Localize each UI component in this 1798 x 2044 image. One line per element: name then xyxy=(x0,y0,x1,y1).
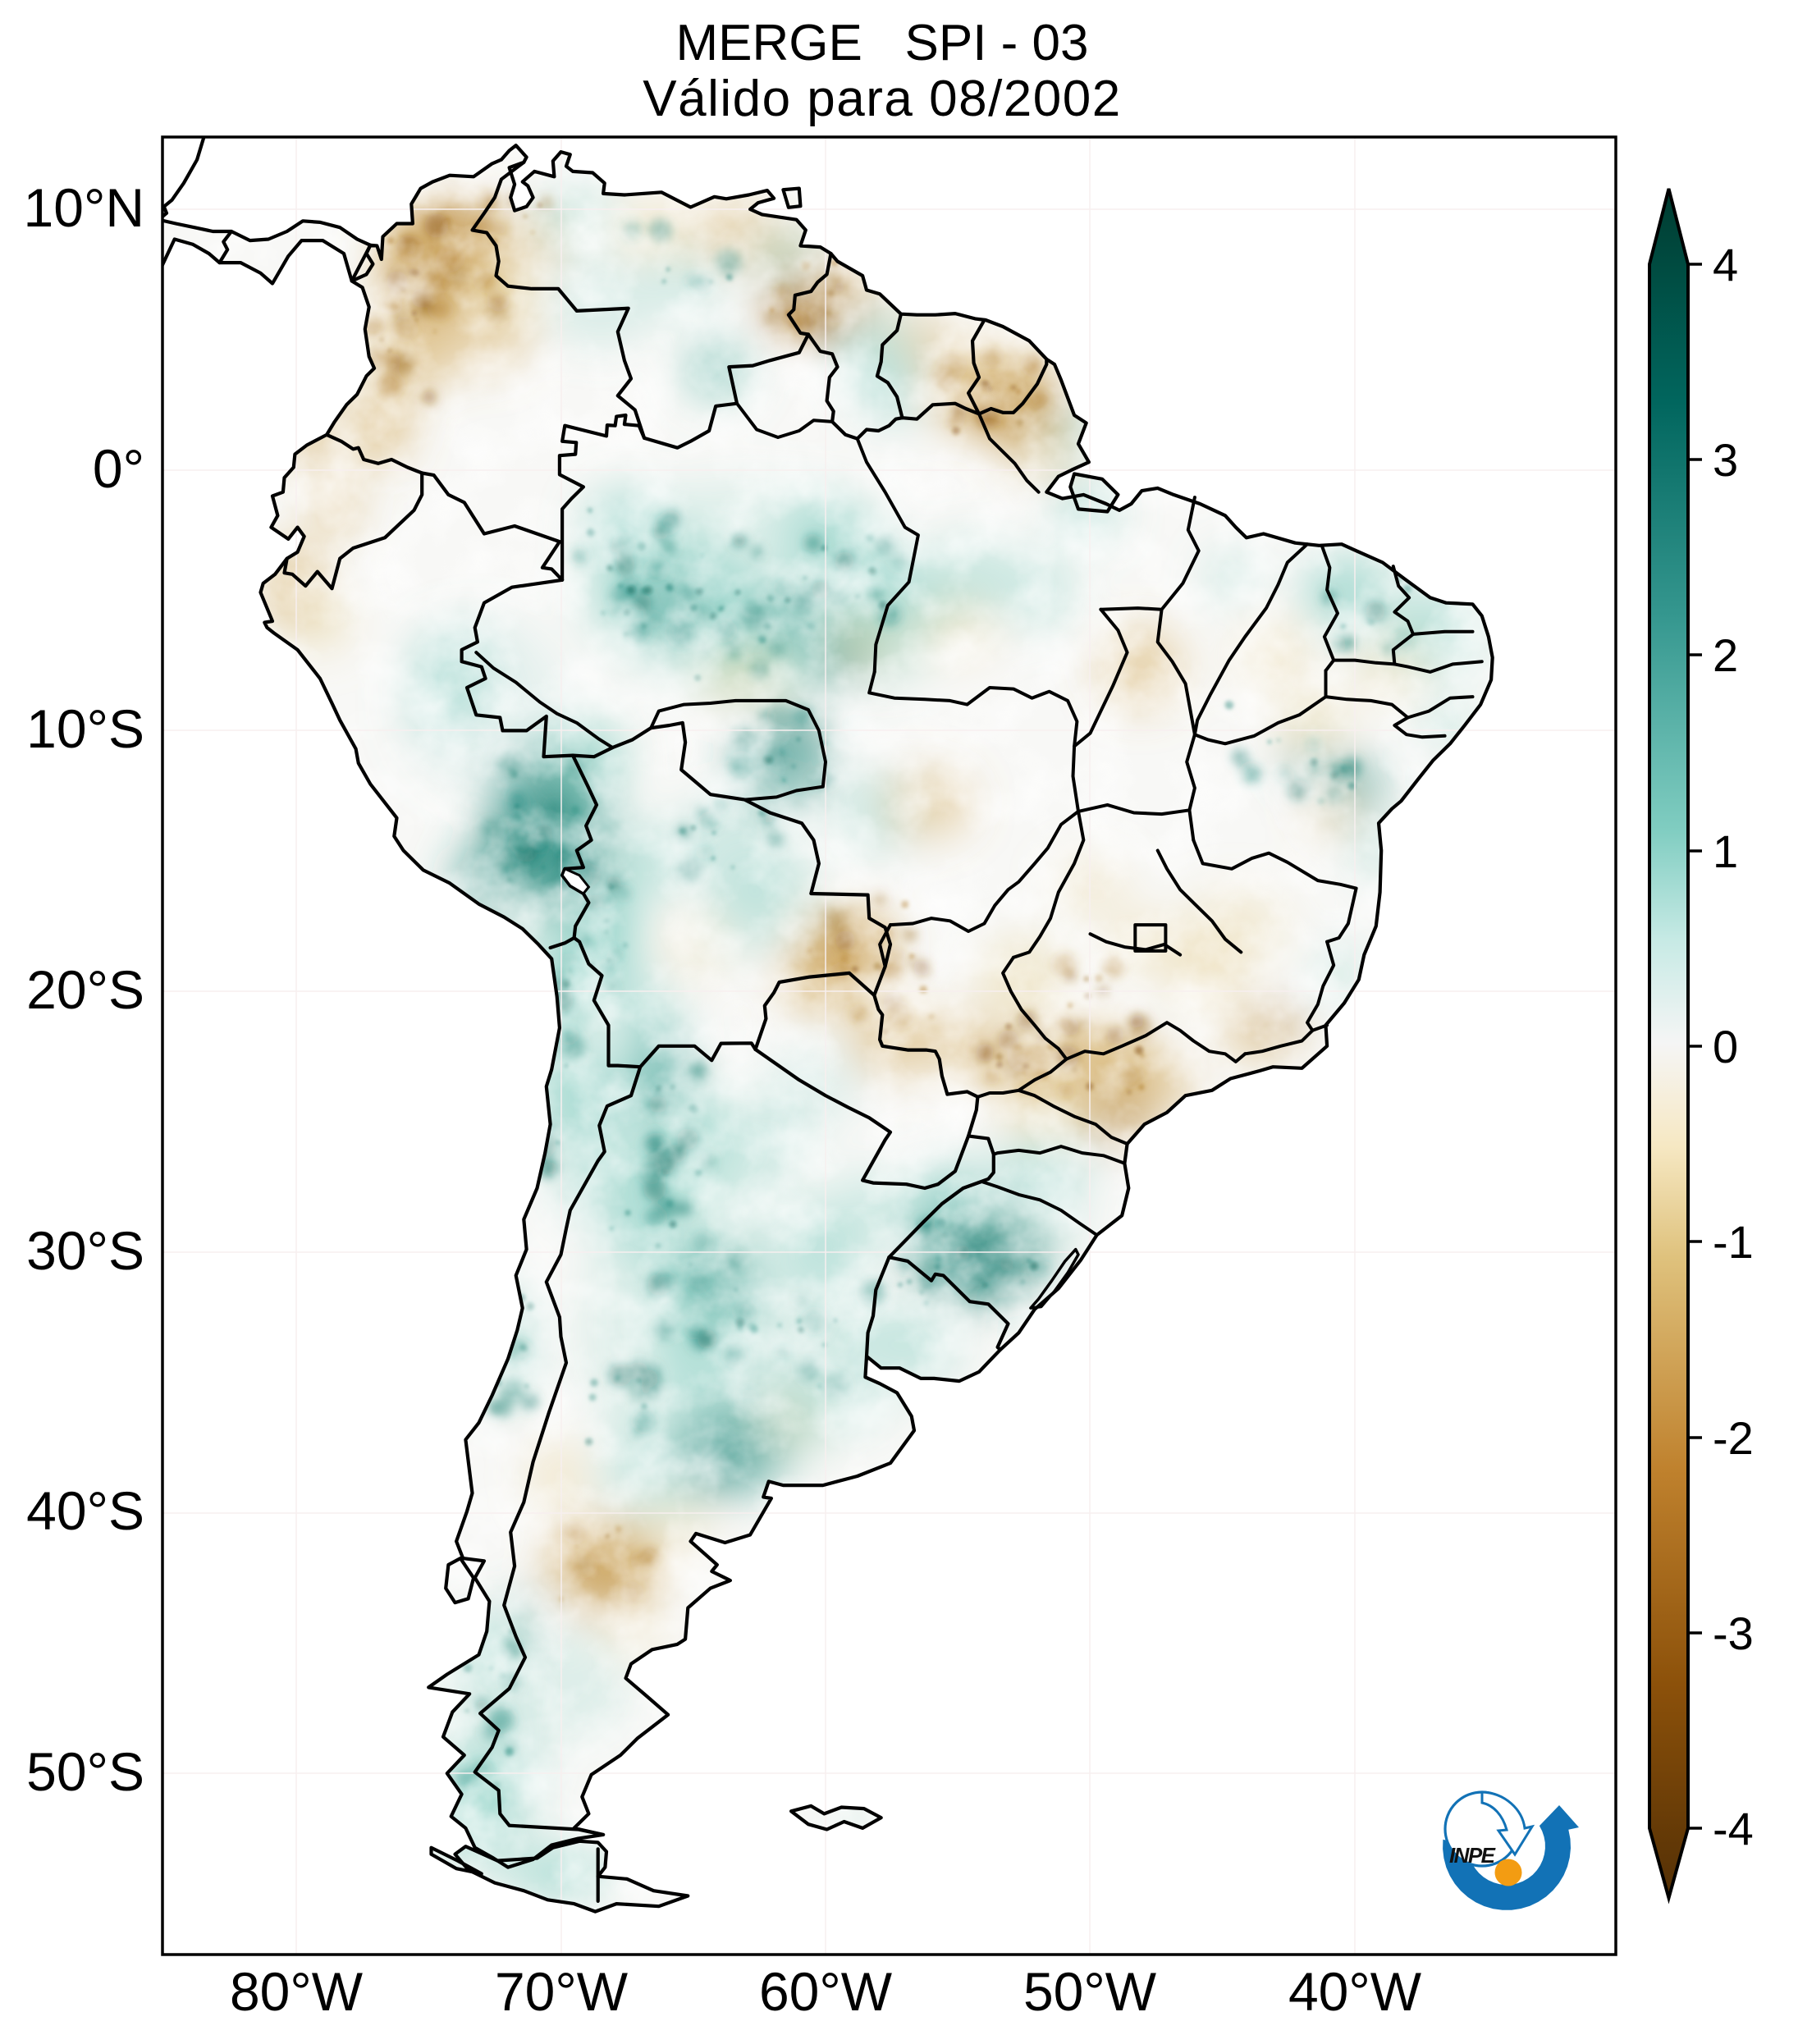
svg-text:30°S: 30°S xyxy=(26,1220,144,1281)
svg-text:80°W: 80°W xyxy=(230,1961,364,2022)
svg-text:-3: -3 xyxy=(1713,1607,1754,1659)
svg-text:40°W: 40°W xyxy=(1288,1961,1422,2022)
svg-text:-1: -1 xyxy=(1713,1216,1754,1268)
svg-text:70°W: 70°W xyxy=(495,1961,629,2022)
svg-text:50°W: 50°W xyxy=(1023,1961,1157,2022)
svg-text:-4: -4 xyxy=(1713,1803,1754,1854)
svg-text:20°S: 20°S xyxy=(26,959,144,1020)
svg-text:Válido para 08/2002: Válido para 08/2002 xyxy=(643,71,1122,127)
svg-text:-2: -2 xyxy=(1713,1412,1754,1464)
svg-text:3: 3 xyxy=(1713,434,1738,486)
svg-text:40°S: 40°S xyxy=(26,1480,144,1541)
svg-text:2: 2 xyxy=(1713,629,1738,681)
svg-text:10°N: 10°N xyxy=(24,177,144,238)
svg-text:MERGE SPI - 03: MERGE SPI - 03 xyxy=(675,15,1088,71)
svg-text:0: 0 xyxy=(1713,1021,1738,1072)
svg-text:0°: 0° xyxy=(93,438,144,499)
svg-text:INPE: INPE xyxy=(1449,1843,1496,1868)
svg-text:4: 4 xyxy=(1713,239,1738,290)
svg-text:50°S: 50°S xyxy=(26,1741,144,1802)
svg-text:10°S: 10°S xyxy=(26,698,144,759)
svg-text:60°W: 60°W xyxy=(759,1961,893,2022)
svg-text:1: 1 xyxy=(1713,825,1738,877)
